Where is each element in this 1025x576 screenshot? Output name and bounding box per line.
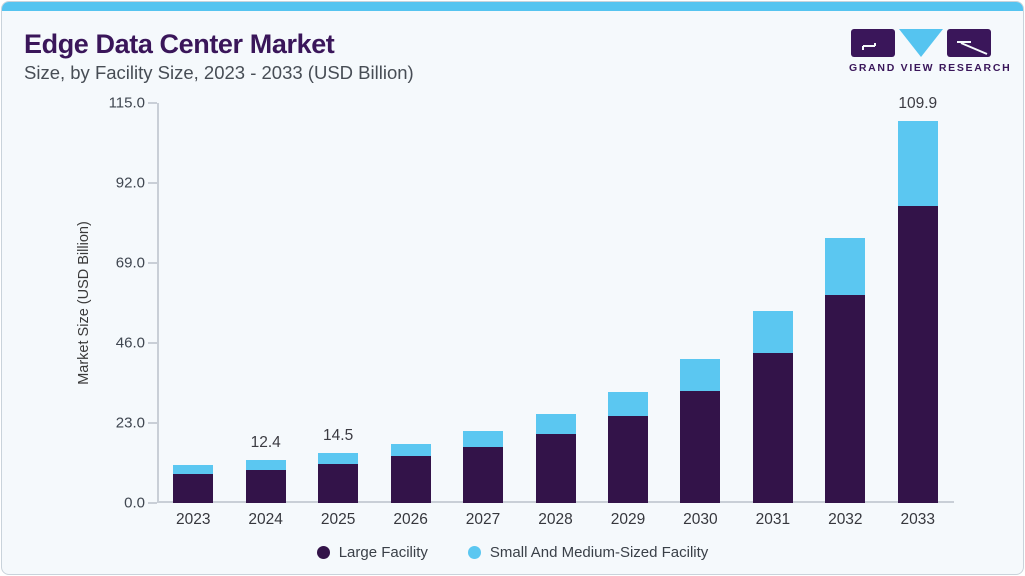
x-tick-label-2027: 2027: [465, 511, 501, 528]
bar-group-2026: [390, 443, 431, 503]
bar-segment-small-medium-facility-2024: [245, 459, 286, 470]
bar-segment-large-facility-2026: [390, 456, 431, 503]
bar-segment-large-facility-2032: [825, 294, 866, 503]
legend-label-large-facility: Large Facility: [338, 543, 428, 561]
bar-segment-small-medium-facility-2028: [535, 413, 576, 435]
y-tick-label: 46.0: [115, 334, 145, 352]
bar-segment-large-facility-2029: [607, 416, 648, 503]
y-axis-title: Market Size (USD Billion): [76, 221, 92, 385]
x-tick-label-2032: 2032: [828, 511, 863, 528]
bar-segment-large-facility-2023: [173, 474, 214, 503]
x-tick-label-2025: 2025: [320, 511, 356, 528]
bar-segment-large-facility-2031: [752, 353, 793, 503]
bar-value-label-2024: 12.4: [250, 433, 281, 451]
bar-group-2030: [680, 359, 721, 503]
bar-segment-small-medium-facility-2033: [897, 120, 938, 206]
bar-value-label-2025: 14.5: [323, 426, 354, 444]
x-tick-label-2029: 2029: [610, 511, 646, 528]
bar-group-2033: [897, 120, 938, 503]
x-tick-label-2023: 2023: [175, 511, 211, 528]
bar-segment-small-medium-facility-2030: [680, 359, 721, 391]
bar-group-2032: [825, 238, 866, 503]
x-tick-label-2030: 2030: [683, 511, 718, 528]
y-tick-label: 92.0: [115, 174, 145, 192]
y-tick-mark: [148, 262, 157, 264]
chart-legend: Large Facility Small And Medium-Sized Fa…: [2, 539, 1023, 565]
gvr-logo-text: GRAND VIEW RESEARCH: [849, 62, 1012, 74]
bar-segment-large-facility-2027: [463, 447, 504, 503]
bar-group-2027: [463, 431, 504, 503]
y-tick-mark: [148, 502, 157, 504]
grand-view-research-logo: GRAND VIEW RESEARCH: [849, 29, 1012, 74]
logo-v-triangle: [899, 29, 943, 57]
page-subtitle: Size, by Facility Size, 2023 - 2033 (USD…: [24, 62, 414, 83]
bar-group-2023: [173, 465, 214, 503]
x-tick-label-2026: 2026: [393, 511, 428, 528]
bar-group-2031: [752, 310, 793, 503]
y-tick-label: 69.0: [115, 254, 145, 272]
x-tick-label-2033: 2033: [900, 511, 936, 528]
legend-dot-small-medium-facility: [467, 545, 481, 559]
y-tick-label: 23.0: [115, 414, 145, 432]
x-tick-label-2024: 2024: [248, 511, 283, 528]
y-tick-mark: [148, 342, 157, 344]
x-tick-label-2031: 2031: [755, 511, 791, 528]
y-tick-mark: [148, 102, 157, 104]
bar-segment-small-medium-facility-2023: [173, 465, 214, 475]
legend-dot-large-facility: [316, 545, 330, 559]
legend-item-small-medium-facility: Small And Medium-Sized Facility: [467, 543, 709, 561]
bar-group-2024: [245, 459, 286, 503]
bar-segment-large-facility-2025: [318, 463, 359, 503]
bar-segment-large-facility-2028: [535, 434, 576, 503]
bar-segment-small-medium-facility-2032: [825, 238, 866, 295]
bar-segment-large-facility-2030: [680, 390, 721, 503]
bar-value-label-2033: 109.9: [898, 94, 938, 112]
bar-segment-large-facility-2024: [245, 469, 286, 503]
legend-label-small-medium-facility: Small And Medium-Sized Facility: [489, 543, 709, 561]
y-tick-label: 115.0: [108, 94, 145, 112]
x-tick-label-2028: 2028: [538, 511, 573, 528]
bar-segment-small-medium-facility-2025: [318, 452, 359, 464]
bar-group-2029: [607, 391, 648, 503]
logo-g-glyph: [862, 43, 876, 50]
bar-segment-small-medium-facility-2029: [607, 391, 648, 417]
bar-segment-small-medium-facility-2031: [752, 310, 793, 354]
y-tick-mark: [148, 422, 157, 424]
bar-segment-small-medium-facility-2027: [463, 431, 504, 448]
legend-item-large-facility: Large Facility: [316, 543, 428, 561]
y-tick-label: 0.0: [124, 494, 145, 512]
top-accent-bar: [2, 2, 1023, 11]
bar-group-2028: [535, 413, 576, 503]
gvr-logo-mark: [851, 29, 991, 57]
bar-segment-large-facility-2033: [897, 205, 938, 503]
logo-r-glyph: [957, 41, 988, 55]
page-title: Edge Data Center Market: [24, 29, 335, 59]
bar-group-2025: [318, 452, 359, 503]
y-tick-mark: [148, 182, 157, 184]
bar-segment-small-medium-facility-2026: [390, 443, 431, 457]
